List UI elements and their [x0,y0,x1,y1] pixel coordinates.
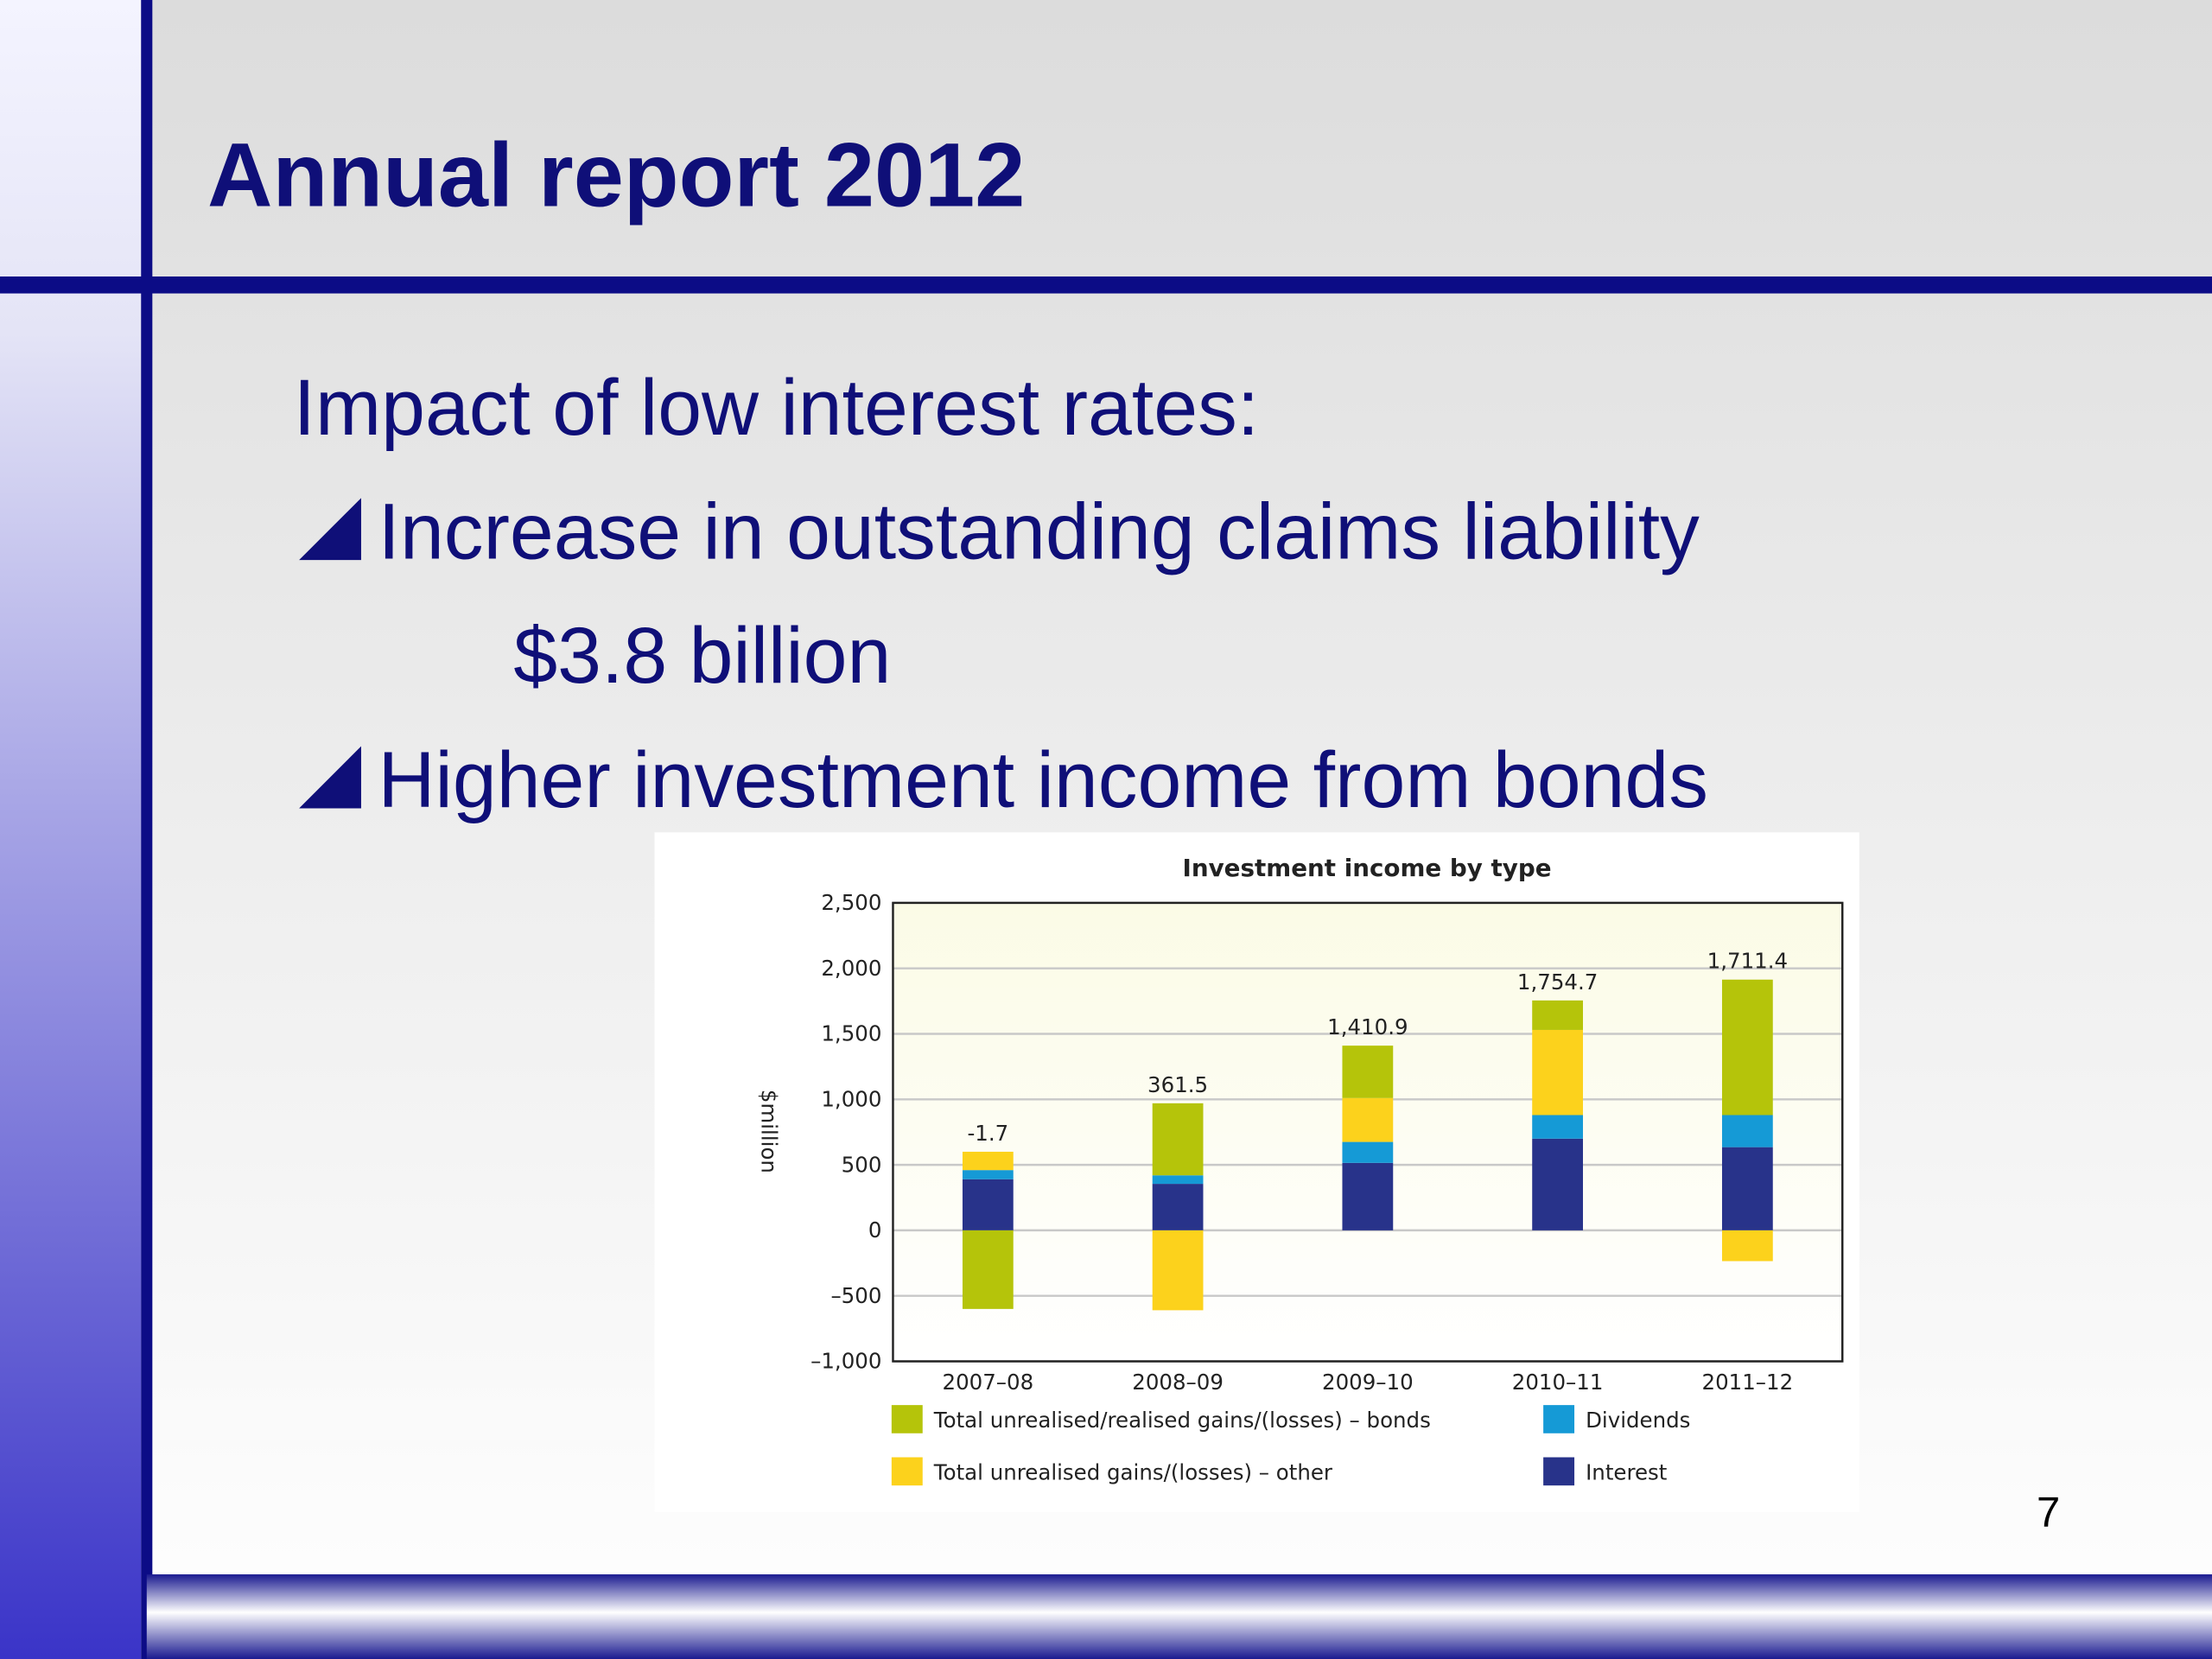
y-tick-label: 2,500 [821,890,881,915]
bullet: Higher investment income from bonds [378,736,1708,824]
bullet-icon [299,746,361,809]
legend-swatch [1543,1405,1575,1433]
vertical-rule [141,0,153,1659]
plot-frame [892,901,1844,1363]
y-tick-label: 2,000 [821,956,881,981]
bar-segment [1152,1230,1204,1311]
bar-segment [1532,1115,1583,1139]
total-label: -1.7 [967,1121,1008,1146]
y-tick-label: 500 [842,1152,882,1177]
bar-segment [1532,1029,1583,1116]
bar-segment [1152,1103,1204,1176]
legend-swatch [1543,1457,1575,1486]
y-axis-label: $million [757,1090,782,1173]
chart-title: Investment income by type [1183,854,1552,882]
bar-segment [962,1151,1014,1171]
bar-segment [1532,1138,1583,1230]
bullet: Increase in outstanding claims liability [378,488,1700,576]
y-tick-label: 1,000 [821,1086,881,1111]
bar-segment [1721,979,1773,1116]
page-number: 7 [2037,1490,2060,1536]
x-tick-label: 2010–11 [1512,1370,1604,1395]
bar-segment [1342,1141,1394,1163]
legend-label: Total unrealised gains/(losses) – other [933,1460,1333,1485]
total-label: 1,410.9 [1327,1014,1408,1039]
total-label: 361.5 [1147,1072,1208,1097]
y-tick-label: 0 [868,1217,882,1243]
side-band [0,0,142,1659]
legend-label: Total unrealised/realised gains/(losses)… [933,1408,1431,1433]
sub-item: $3.8 billion [513,612,891,700]
y-tick-label: 1,500 [821,1021,881,1046]
legend-swatch [891,1457,923,1486]
legend-label: Interest [1586,1460,1668,1485]
bar-segment [1721,1230,1773,1262]
x-tick-label: 2009–10 [1322,1370,1414,1395]
total-label: 1,754.7 [1517,969,1598,995]
intro: Impact of low interest rates: [294,364,1260,452]
bar-segment [1152,1175,1204,1185]
horizontal-rule [0,276,2212,294]
bar-segment [1342,1097,1394,1142]
bar-segment [1532,1000,1583,1030]
legend-swatch [891,1405,923,1433]
legend-label: Dividends [1586,1408,1690,1433]
bar-segment [1342,1162,1394,1230]
bar-segment [1152,1184,1204,1230]
y-tick-label: –500 [830,1283,881,1308]
x-tick-label: 2007–08 [943,1370,1034,1395]
total-label: 1,711.4 [1707,949,1788,974]
bar-segment [1342,1046,1394,1098]
x-tick-label: 2011–12 [1702,1370,1794,1395]
bar-segment [962,1179,1014,1230]
footer-band [146,1574,2212,1659]
bar-segment [1721,1115,1773,1147]
bar-segment [962,1170,1014,1179]
x-tick-label: 2008–09 [1132,1370,1224,1395]
bar-segment [1721,1147,1773,1230]
slide-title: Annual report 2012 [207,124,1025,226]
bar-segment [962,1230,1014,1309]
y-tick-label: –1,000 [810,1349,881,1374]
